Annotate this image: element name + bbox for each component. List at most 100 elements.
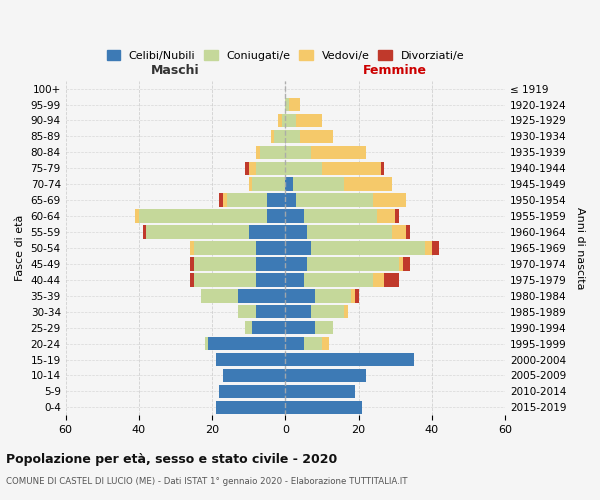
Bar xyxy=(399,257,403,270)
Bar xyxy=(296,194,373,207)
Bar xyxy=(311,305,344,318)
Bar xyxy=(194,241,256,254)
Bar xyxy=(355,289,359,302)
Bar xyxy=(190,257,194,270)
Bar xyxy=(271,130,274,143)
Bar xyxy=(286,130,300,143)
Bar xyxy=(223,194,227,207)
Bar xyxy=(380,162,384,175)
Bar xyxy=(395,210,399,223)
Bar xyxy=(392,226,406,239)
Bar xyxy=(274,130,286,143)
Bar xyxy=(256,241,286,254)
Bar xyxy=(300,130,333,143)
Bar xyxy=(286,352,413,366)
Text: Maschi: Maschi xyxy=(151,64,200,78)
Bar xyxy=(205,337,208,350)
Bar xyxy=(314,321,333,334)
Bar xyxy=(286,210,304,223)
Bar xyxy=(238,305,256,318)
Bar xyxy=(201,289,238,302)
Bar xyxy=(208,337,286,350)
Bar xyxy=(384,273,399,286)
Bar xyxy=(223,368,286,382)
Bar xyxy=(253,178,286,191)
Bar xyxy=(267,194,286,207)
Text: Femmine: Femmine xyxy=(363,64,427,78)
Bar xyxy=(344,305,347,318)
Bar xyxy=(278,114,281,128)
Bar xyxy=(256,146,260,159)
Bar xyxy=(216,400,286,414)
Bar xyxy=(311,241,425,254)
Bar xyxy=(432,241,439,254)
Bar xyxy=(286,384,355,398)
Bar xyxy=(286,337,304,350)
Bar xyxy=(322,337,329,350)
Bar xyxy=(286,241,311,254)
Bar xyxy=(322,162,380,175)
Bar xyxy=(256,257,286,270)
Bar xyxy=(267,210,286,223)
Bar xyxy=(286,226,307,239)
Bar xyxy=(311,146,366,159)
Bar xyxy=(307,226,392,239)
Bar xyxy=(314,289,351,302)
Bar xyxy=(373,194,406,207)
Bar xyxy=(194,273,256,286)
Bar xyxy=(256,305,286,318)
Bar xyxy=(286,98,289,112)
Bar xyxy=(249,162,256,175)
Y-axis label: Fasce di età: Fasce di età xyxy=(15,215,25,281)
Bar xyxy=(304,273,373,286)
Bar xyxy=(286,162,322,175)
Bar xyxy=(286,178,293,191)
Bar xyxy=(139,210,267,223)
Bar xyxy=(146,226,249,239)
Bar xyxy=(286,257,307,270)
Bar xyxy=(425,241,432,254)
Bar xyxy=(293,178,344,191)
Bar xyxy=(304,337,322,350)
Bar xyxy=(304,210,377,223)
Bar xyxy=(344,178,392,191)
Bar xyxy=(260,146,286,159)
Bar xyxy=(220,384,286,398)
Text: COMUNE DI CASTEL DI LUCIO (ME) - Dati ISTAT 1° gennaio 2020 - Elaborazione TUTTI: COMUNE DI CASTEL DI LUCIO (ME) - Dati IS… xyxy=(6,478,407,486)
Text: Popolazione per età, sesso e stato civile - 2020: Popolazione per età, sesso e stato civil… xyxy=(6,452,337,466)
Bar xyxy=(286,146,311,159)
Bar xyxy=(377,210,395,223)
Bar xyxy=(190,241,194,254)
Bar xyxy=(286,273,304,286)
Bar xyxy=(286,321,314,334)
Bar xyxy=(296,114,322,128)
Bar xyxy=(253,321,286,334)
Bar xyxy=(256,162,286,175)
Y-axis label: Anni di nascita: Anni di nascita xyxy=(575,206,585,289)
Bar xyxy=(245,162,249,175)
Bar xyxy=(307,257,399,270)
Bar xyxy=(286,305,311,318)
Bar xyxy=(286,368,366,382)
Bar xyxy=(351,289,355,302)
Bar xyxy=(216,352,286,366)
Bar xyxy=(256,273,286,286)
Bar xyxy=(190,273,194,286)
Bar xyxy=(143,226,146,239)
Bar xyxy=(286,289,314,302)
Bar xyxy=(289,98,300,112)
Bar xyxy=(238,289,286,302)
Bar xyxy=(281,114,286,128)
Bar xyxy=(135,210,139,223)
Bar xyxy=(194,257,256,270)
Bar xyxy=(406,226,410,239)
Bar xyxy=(373,273,384,286)
Bar xyxy=(403,257,410,270)
Bar xyxy=(220,194,223,207)
Bar xyxy=(286,194,296,207)
Bar xyxy=(286,114,296,128)
Bar xyxy=(227,194,267,207)
Bar xyxy=(245,321,253,334)
Bar xyxy=(286,400,362,414)
Bar xyxy=(249,226,286,239)
